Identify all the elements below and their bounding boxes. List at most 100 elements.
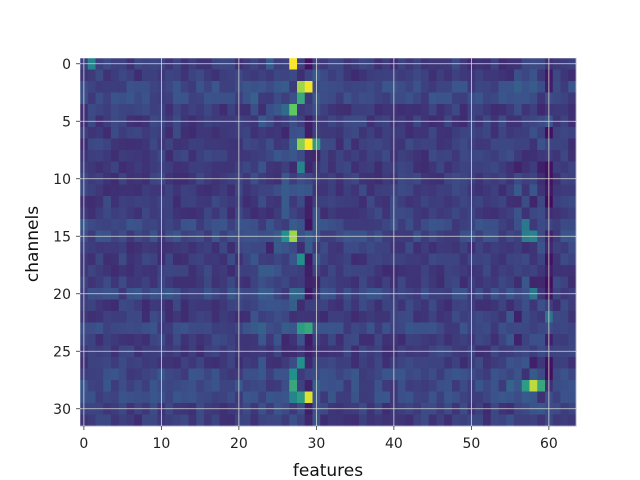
heatmap-cell [149,299,158,312]
heatmap-cell [258,138,267,151]
heatmap-cell [304,138,313,151]
heatmap-cell [397,196,406,208]
heatmap-cell [452,138,461,151]
heatmap-cell [134,311,143,323]
heatmap-cell [498,92,507,105]
heatmap-cell [266,219,275,231]
heatmap-cell [506,380,515,392]
heatmap-cell [227,276,236,289]
heatmap-cell [258,322,267,335]
heatmap-cell [242,196,251,208]
heatmap-cell [289,127,298,139]
heatmap-cell [483,299,492,312]
heatmap-cell [126,242,135,254]
heatmap-cell [149,207,158,220]
heatmap-cell [126,322,135,335]
heatmap-cell [483,184,492,197]
heatmap-cell [428,69,437,82]
heatmap-cell [142,265,151,277]
heatmap-cell [514,150,523,162]
heatmap-cell [266,414,275,427]
heatmap-cell [165,391,174,404]
heatmap-cell [335,184,344,197]
heatmap-cell [173,311,182,323]
heatmap-cell [459,69,468,82]
heatmap-cell [111,92,120,105]
heatmap-cell [421,92,430,105]
heatmap-cell [134,150,143,162]
heatmap-cell [227,391,236,404]
heatmap-cell [242,150,251,162]
heatmap-cell [413,414,422,427]
heatmap-cell [537,368,546,381]
heatmap-cell [529,368,538,381]
heatmap-cell [374,161,383,174]
heatmap-cell [328,138,337,151]
heatmap-cell [514,69,523,82]
heatmap-cell [328,242,337,254]
heatmap-cell [382,276,391,289]
heatmap-cell [552,253,561,266]
heatmap-cell [529,391,538,404]
heatmap-cell [343,311,352,323]
heatmap-cell [506,196,515,208]
heatmap-cell [382,414,391,427]
heatmap-cell [374,81,383,93]
heatmap-cell [250,104,259,116]
heatmap-cell [452,127,461,139]
heatmap-cell [359,81,368,93]
heatmap-cell [103,69,112,82]
heatmap-cell [428,322,437,335]
heatmap-cell [219,138,228,151]
heatmap-cell [506,276,515,289]
heatmap-cell [374,242,383,254]
heatmap-cell [281,104,290,116]
heatmap-cell [281,150,290,162]
heatmap-cell [506,299,515,312]
heatmap-cell [165,207,174,220]
heatmap-cell [149,334,158,346]
x-tick-label: 10 [152,436,170,452]
heatmap-cell [568,391,577,404]
heatmap-cell [227,196,236,208]
heatmap-cell [87,184,96,197]
heatmap-cell [328,334,337,346]
heatmap-cell [103,253,112,266]
heatmap-cell [118,265,127,277]
heatmap-cell [289,207,298,220]
heatmap-cell [103,380,112,392]
heatmap-cell [204,242,213,254]
heatmap-cell [134,334,143,346]
heatmap-cell [111,161,120,174]
heatmap-cell [405,81,414,93]
heatmap-cell [273,357,282,369]
heatmap-cell [289,138,298,151]
heatmap-cell [506,311,515,323]
heatmap-cell [297,127,306,139]
heatmap-cell [304,322,313,335]
heatmap-cell [351,242,360,254]
heatmap-cell [529,104,538,116]
heatmap-cell [204,322,213,335]
heatmap-cell [382,127,391,139]
heatmap-cell [289,357,298,369]
heatmap-cell [227,138,236,151]
heatmap-cell [498,253,507,266]
heatmap-cell [149,81,158,93]
heatmap-cell [204,104,213,116]
heatmap-cell [444,334,453,346]
heatmap-cell [149,69,158,82]
heatmap-cell [266,299,275,312]
heatmap-cell [111,138,120,151]
heatmap-cell [304,334,313,346]
heatmap-cell [258,380,267,392]
heatmap-cell [95,322,104,335]
heatmap-cell [281,334,290,346]
heatmap-cell [374,380,383,392]
heatmap-cell [87,414,96,427]
heatmap-cell [351,368,360,381]
heatmap-cell [436,253,445,266]
heatmap-cells [80,58,577,427]
heatmap-cell [95,380,104,392]
heatmap-cell [537,276,546,289]
